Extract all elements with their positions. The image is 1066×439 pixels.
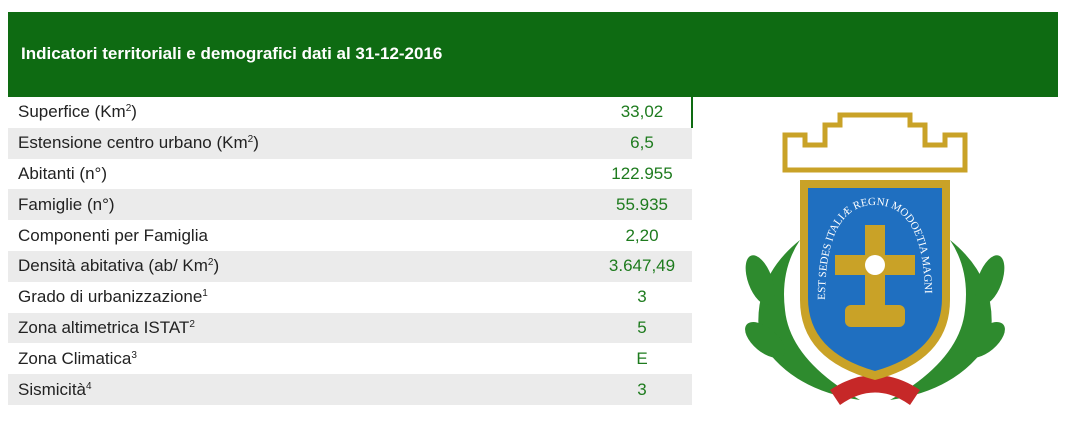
- label-text: ): [131, 102, 137, 122]
- header: Indicatori territoriali e demografici da…: [8, 12, 1058, 97]
- value: 3: [637, 379, 647, 399]
- row: Estensione centro urbano (Km2) 6,5: [8, 127, 692, 159]
- label-text: Componenti per Famiglia: [18, 225, 208, 245]
- label: Abitanti (n°): [8, 164, 512, 184]
- superscript: 1: [202, 288, 208, 300]
- label: Estensione centro urbano (Km2): [8, 133, 512, 153]
- row: Zona Climatica3 E: [8, 343, 692, 374]
- value: 3: [637, 287, 647, 307]
- label: Grado di urbanizzazione1: [8, 287, 512, 307]
- divider: [691, 97, 693, 128]
- row: Grado di urbanizzazione1 3: [8, 282, 692, 313]
- label: Zona altimetrica ISTAT2: [8, 318, 512, 338]
- label: Zona Climatica3: [8, 349, 512, 369]
- crown: [782, 112, 968, 173]
- emblem: EST SEDES ITALIÆ REGNI MODOETIA MAGNI: [745, 112, 1005, 405]
- label-text: Famiglie (n°): [18, 194, 115, 214]
- label-text: Zona altimetrica ISTAT: [18, 317, 190, 337]
- label-text: ): [213, 256, 220, 276]
- label-text: Superfice (Km: [18, 102, 126, 122]
- superscript: 2: [189, 318, 195, 330]
- superscript: 2: [247, 134, 254, 146]
- label-text: Sismicità: [18, 379, 87, 399]
- value: 6,5: [630, 133, 654, 153]
- value: 55.935: [616, 194, 668, 214]
- row: Componenti per Famiglia 2,20: [8, 220, 692, 251]
- row: Famiglie (n°) 55.935: [8, 189, 692, 221]
- row: Sismicità4 3: [8, 374, 692, 405]
- row: Densità abitativa (ab/ Km2) 3.647,49: [8, 250, 692, 282]
- value: 122.955: [611, 163, 673, 183]
- superscript: 2: [207, 257, 214, 269]
- label: Famiglie (n°): [8, 195, 512, 215]
- cross: [835, 225, 915, 327]
- title: Indicatori territoriali e demografici da…: [21, 44, 443, 63]
- value: 33,02: [620, 102, 664, 122]
- label: Sismicità4: [8, 380, 512, 400]
- row: Zona altimetrica ISTAT2 5: [8, 312, 692, 344]
- label-text: Zona Climatica: [18, 348, 132, 368]
- label-text: Grado di urbanizzazione: [18, 287, 203, 307]
- superscript: 2: [125, 103, 132, 115]
- value: 5: [637, 317, 647, 337]
- value: 3.647,49: [608, 256, 676, 276]
- value: E: [636, 348, 648, 368]
- superscript: 4: [86, 380, 92, 392]
- row: Abitanti (n°) 122.955: [8, 159, 692, 190]
- superscript: 3: [131, 349, 137, 361]
- label: Componenti per Famiglia: [8, 226, 512, 246]
- label: Densità abitativa (ab/ Km2): [8, 256, 512, 276]
- label-text: Abitanti (n°): [18, 163, 108, 183]
- table: Superfice (Km2) 33,02 Estensione centro ur…: [8, 97, 692, 405]
- label-text: Estensione centro urbano (Km: [18, 133, 248, 153]
- label-text: Densità abitativa (ab/ Km: [18, 256, 208, 276]
- ribbon: [830, 375, 920, 405]
- label: Superfice (Km2): [8, 102, 512, 122]
- value: 2,20: [625, 225, 659, 245]
- row: Superfice (Km2) 33,02: [8, 97, 692, 128]
- laurel: [745, 240, 1005, 400]
- label-text: ): [253, 133, 259, 153]
